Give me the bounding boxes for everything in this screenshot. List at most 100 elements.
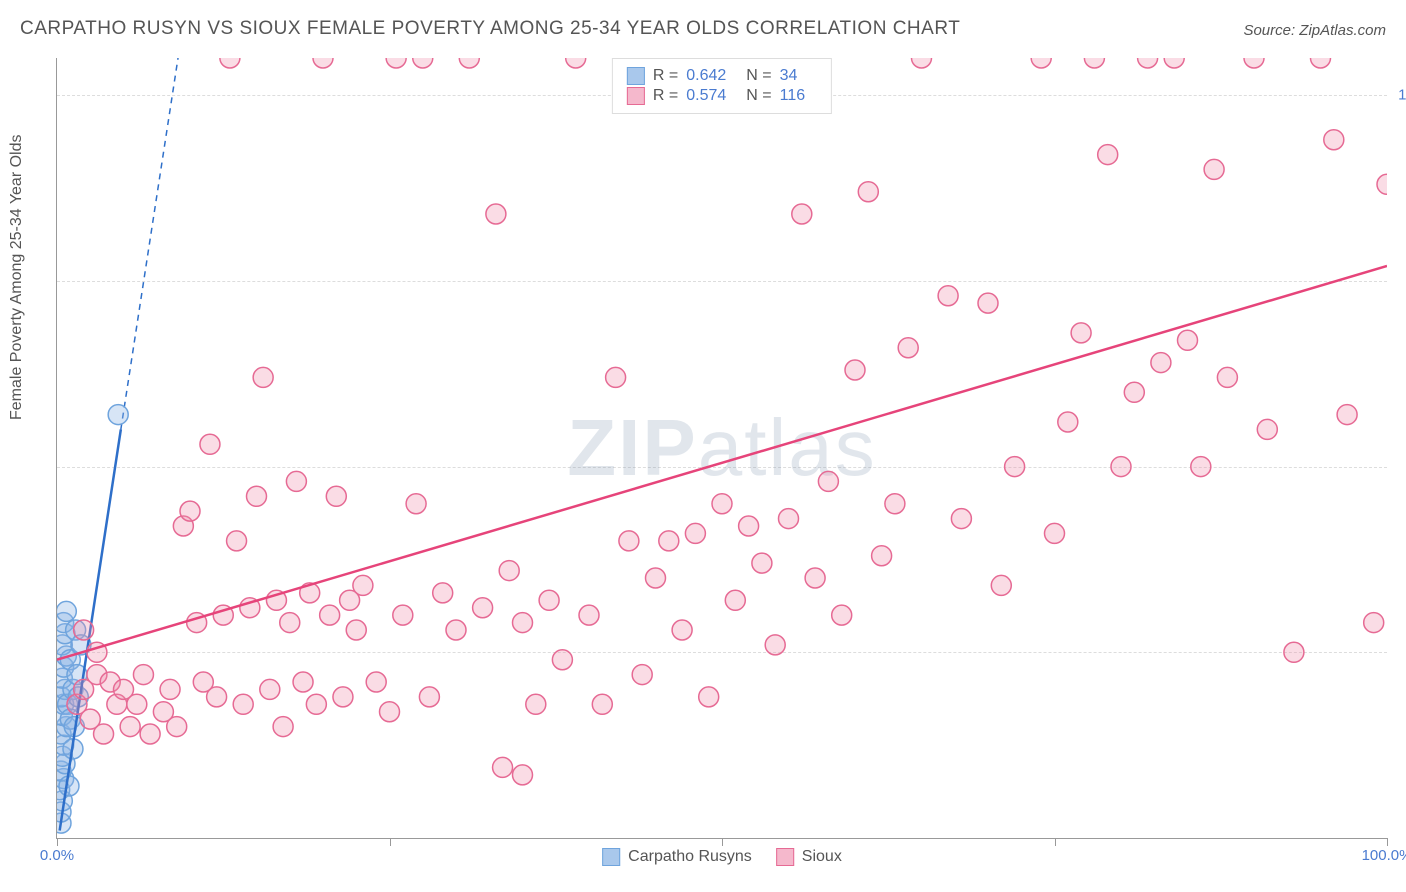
data-point [885, 494, 905, 514]
data-point [685, 523, 705, 543]
data-point [446, 620, 466, 640]
series-legend-label: Sioux [802, 848, 842, 866]
data-point [260, 679, 280, 699]
series-legend-item: Sioux [776, 848, 842, 866]
data-point [566, 58, 586, 68]
data-point [94, 724, 114, 744]
data-point [1058, 412, 1078, 432]
data-point [380, 702, 400, 722]
data-point [1244, 58, 1264, 68]
data-point [991, 575, 1011, 595]
x-tick [57, 838, 58, 846]
data-point [473, 598, 493, 618]
data-point [1311, 58, 1331, 68]
data-point [133, 665, 153, 685]
stats-legend-row: R =0.574N =116 [627, 87, 817, 105]
data-point [57, 601, 76, 621]
data-point [413, 58, 433, 68]
data-point [805, 568, 825, 588]
x-tick-label: 0.0% [40, 847, 74, 864]
data-point [832, 605, 852, 625]
x-tick [390, 838, 391, 846]
stat-n-label: N = [746, 67, 771, 85]
trend-line [57, 266, 1387, 660]
data-point [951, 509, 971, 529]
data-point [280, 613, 300, 633]
source-label: Source: ZipAtlas.com [1243, 22, 1386, 39]
data-point [293, 672, 313, 692]
data-point [1124, 382, 1144, 402]
x-tick-label: 100.0% [1362, 847, 1406, 864]
y-tick-label: 100.0% [1398, 87, 1406, 104]
data-point [486, 204, 506, 224]
data-point [313, 58, 333, 68]
scatter-chart [57, 58, 1387, 838]
data-point [1377, 174, 1387, 194]
stat-r-value: 0.642 [686, 67, 726, 85]
data-point [845, 360, 865, 380]
data-point [167, 717, 187, 737]
series-legend-item: Carpatho Rusyns [602, 848, 752, 866]
data-point [346, 620, 366, 640]
data-point [1191, 457, 1211, 477]
data-point [552, 650, 572, 670]
data-point [1204, 159, 1224, 179]
data-point [1151, 353, 1171, 373]
data-point [247, 486, 267, 506]
data-point [493, 757, 513, 777]
stat-r-label: R = [653, 87, 678, 105]
data-point [1324, 130, 1344, 150]
data-point [127, 694, 147, 714]
data-point [579, 605, 599, 625]
data-point [253, 367, 273, 387]
legend-swatch [776, 848, 794, 866]
data-point [140, 724, 160, 744]
x-tick [722, 838, 723, 846]
data-point [459, 58, 479, 68]
data-point [1084, 58, 1104, 68]
stat-n-label: N = [746, 87, 771, 105]
data-point [333, 687, 353, 707]
series-legend: Carpatho Rusyns Sioux [602, 848, 842, 866]
data-point [1071, 323, 1091, 343]
legend-swatch [627, 67, 645, 85]
trend-line-extension [121, 58, 178, 429]
data-point [672, 620, 692, 640]
stat-r-value: 0.574 [686, 87, 726, 105]
data-point [912, 58, 932, 68]
data-point [74, 620, 94, 640]
data-point [326, 486, 346, 506]
legend-swatch [602, 848, 620, 866]
series-legend-label: Carpatho Rusyns [628, 848, 752, 866]
data-point [712, 494, 732, 514]
stats-legend-row: R =0.642N =34 [627, 67, 817, 85]
data-point [526, 694, 546, 714]
data-point [1005, 457, 1025, 477]
data-point [1098, 145, 1118, 165]
data-point [386, 58, 406, 68]
data-point [393, 605, 413, 625]
data-point [725, 590, 745, 610]
stat-n-value: 34 [780, 67, 798, 85]
data-point [200, 434, 220, 454]
data-point [659, 531, 679, 551]
data-point [592, 694, 612, 714]
data-point [499, 561, 519, 581]
data-point [898, 338, 918, 358]
data-point [233, 694, 253, 714]
data-point [739, 516, 759, 536]
data-point [207, 687, 227, 707]
data-point [765, 635, 785, 655]
data-point [433, 583, 453, 603]
chart-title: CARPATHO RUSYN VS SIOUX FEMALE POVERTY A… [20, 18, 960, 40]
data-point [273, 717, 293, 737]
data-point [419, 687, 439, 707]
data-point [227, 531, 247, 551]
data-point [513, 613, 533, 633]
x-tick [1387, 838, 1388, 846]
data-point [180, 501, 200, 521]
data-point [353, 575, 373, 595]
data-point [320, 605, 340, 625]
data-point [1178, 330, 1198, 350]
data-point [286, 471, 306, 491]
